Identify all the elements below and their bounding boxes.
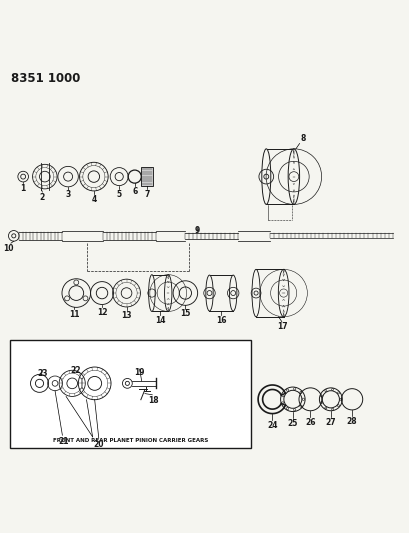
Text: 18: 18 <box>147 395 158 405</box>
Ellipse shape <box>148 274 155 311</box>
Text: 13: 13 <box>121 311 131 320</box>
Text: 23: 23 <box>38 369 48 378</box>
Ellipse shape <box>229 275 236 311</box>
Bar <box>141 167 153 186</box>
Text: 17: 17 <box>276 322 287 332</box>
Text: 14: 14 <box>155 317 165 325</box>
Text: 2: 2 <box>39 193 44 202</box>
Text: 5: 5 <box>116 190 121 199</box>
Text: 24: 24 <box>267 421 277 430</box>
Ellipse shape <box>205 275 213 311</box>
Text: 8: 8 <box>299 134 305 143</box>
Text: 6: 6 <box>132 187 137 196</box>
Text: 8351 1000: 8351 1000 <box>11 72 80 85</box>
Text: 27: 27 <box>325 418 335 427</box>
Text: 28: 28 <box>346 417 357 426</box>
Text: 15: 15 <box>180 309 190 318</box>
Text: 9: 9 <box>194 225 199 235</box>
Ellipse shape <box>252 269 260 317</box>
Text: FRONT AND REAR PLANET PINION CARRIER GEARS: FRONT AND REAR PLANET PINION CARRIER GEA… <box>52 439 207 443</box>
Ellipse shape <box>278 269 288 317</box>
Text: 3: 3 <box>65 190 71 199</box>
Text: 10: 10 <box>3 244 13 253</box>
Text: 22: 22 <box>70 366 81 375</box>
Text: 20: 20 <box>93 440 104 449</box>
Text: 26: 26 <box>304 418 315 427</box>
Text: 1: 1 <box>20 184 26 193</box>
Text: 4: 4 <box>91 195 96 204</box>
Text: 25: 25 <box>287 419 297 428</box>
Text: 19: 19 <box>134 368 144 377</box>
Text: 12: 12 <box>97 308 107 317</box>
Text: 7: 7 <box>144 190 149 199</box>
Ellipse shape <box>288 149 299 204</box>
Text: 16: 16 <box>216 316 226 325</box>
Bar <box>10 340 250 448</box>
Text: 11: 11 <box>69 310 79 319</box>
Ellipse shape <box>164 274 171 311</box>
Ellipse shape <box>261 149 270 204</box>
Text: 21: 21 <box>58 437 68 446</box>
